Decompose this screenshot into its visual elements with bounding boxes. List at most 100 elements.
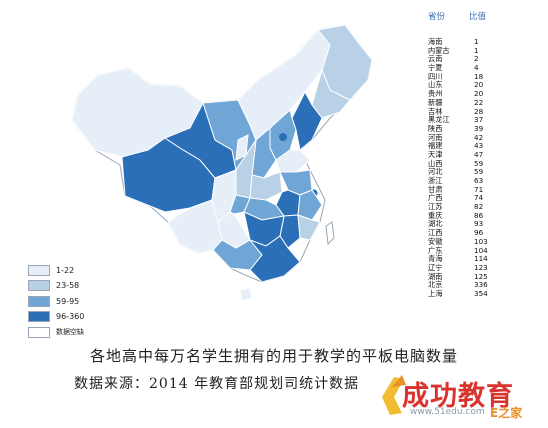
ratio-cell: 93 xyxy=(474,219,484,229)
ratio-cell: 4 xyxy=(474,63,479,73)
table-row: 新疆 22 xyxy=(428,97,518,108)
province-cell: 海南 xyxy=(428,37,443,46)
province-cell: 山东 xyxy=(428,80,443,90)
table-header: 省份 比值 xyxy=(428,10,518,22)
ratio-cell: 28 xyxy=(474,106,484,116)
province-cell: 吉林 xyxy=(428,106,443,116)
legend-item: 23-58 xyxy=(28,279,114,293)
table-row: 山东 20 xyxy=(428,81,518,90)
region-heilongjiang xyxy=(317,24,373,101)
province-cell: 湖南 xyxy=(428,271,443,281)
province-cell: 福建 xyxy=(428,141,443,151)
province-cell: 辽宁 xyxy=(428,262,443,272)
column-header-ratio: 比值 xyxy=(469,12,487,22)
ratio-cell: 42 xyxy=(474,132,484,142)
legend-item: 59-95 xyxy=(28,294,114,308)
legend-label: 96-360 xyxy=(56,312,85,321)
table-row: 青海 114 xyxy=(428,254,518,264)
table-row: 湖北 93 xyxy=(428,220,518,229)
ratio-cell: 354 xyxy=(474,288,488,298)
table-row: 黑龙江 37 xyxy=(428,115,518,125)
legend-item: 1-22 xyxy=(28,263,114,277)
province-cell: 安徽 xyxy=(428,236,443,246)
table-body: 海南 1 内蒙古 1 云南 2 宁夏 4 四川 18 山东 20 贵州 20 新疆 22 吉林 28 黑龙江 37 陕西… xyxy=(428,37,518,299)
table-row: 天津 47 xyxy=(428,149,518,160)
ratio-cell: 22 xyxy=(474,97,484,107)
column-header-province: 省份 xyxy=(428,12,446,22)
region-guangdong xyxy=(248,235,301,283)
legend-swatch xyxy=(28,295,50,307)
ratio-cell: 1 xyxy=(474,37,479,46)
watermark-url: www.51edu.com xyxy=(410,407,485,417)
region-hainan xyxy=(239,287,253,302)
region-beijing xyxy=(279,133,287,141)
ratio-cell: 2 xyxy=(474,54,479,64)
province-cell: 北京 xyxy=(428,280,443,290)
map-legend: 1-22 23-58 59-95 96-360 数据空缺 xyxy=(28,263,114,341)
province-cell: 河北 xyxy=(428,167,443,177)
table-row: 北京 336 xyxy=(428,281,518,290)
province-cell: 江西 xyxy=(428,228,443,238)
ratio-cell: 125 xyxy=(474,271,488,281)
table-row: 宁夏 4 xyxy=(428,63,518,73)
table-row: 贵州 20 xyxy=(428,89,518,99)
ratio-cell: 47 xyxy=(474,149,484,159)
table-row: 安徽 103 xyxy=(428,236,518,247)
province-cell: 贵州 xyxy=(428,89,443,99)
legend-swatch xyxy=(28,280,50,291)
province-cell: 浙江 xyxy=(428,176,443,185)
table-row: 海南 1 xyxy=(428,37,518,47)
table-row: 河南 42 xyxy=(428,132,518,143)
table-row: 甘肃 71 xyxy=(428,184,518,195)
ratio-cell: 123 xyxy=(474,262,488,272)
table-row: 湖南 125 xyxy=(428,271,518,282)
ratio-cell: 59 xyxy=(474,167,484,177)
legend-swatch xyxy=(28,326,50,338)
ratio-cell: 86 xyxy=(474,210,484,220)
table-row: 广西 74 xyxy=(428,194,518,203)
caption-title: 各地高中每万名学生拥有的用于教学的平板电脑数量 xyxy=(89,347,458,365)
province-cell: 新疆 xyxy=(428,97,443,107)
watermark-logo-icon xyxy=(382,375,406,415)
province-cell: 云南 xyxy=(428,54,443,64)
ratio-cell: 336 xyxy=(474,280,488,290)
province-ratio-table: 省份 比值 海南 1 内蒙古 1 云南 2 宁夏 4 四川 18 山东 20 贵州 20 新疆 22 吉林 28 黑… xyxy=(428,10,518,299)
ratio-cell: 20 xyxy=(474,80,484,90)
province-cell: 天津 xyxy=(428,149,443,159)
region-zhejiang xyxy=(297,189,323,221)
table-row: 广东 104 xyxy=(428,246,518,256)
province-cell: 四川 xyxy=(428,71,443,81)
region-henan xyxy=(249,171,283,201)
region-taiwan xyxy=(325,221,335,246)
province-cell: 江苏 xyxy=(428,202,443,212)
watermark-text: 成功教育 xyxy=(402,381,514,412)
caption-source: 数据来源：2014 年教育部规划司统计数据 xyxy=(74,376,360,392)
ratio-cell: 18 xyxy=(474,71,484,81)
ratio-cell: 96 xyxy=(474,228,484,238)
province-cell: 黑龙江 xyxy=(428,115,450,125)
table-row: 江苏 82 xyxy=(428,202,518,212)
province-cell: 内蒙古 xyxy=(428,45,450,55)
region-inner-mongolia xyxy=(237,29,331,141)
region-ningxia xyxy=(235,134,249,161)
ratio-cell: 71 xyxy=(474,184,484,194)
ratio-cell: 103 xyxy=(474,236,488,246)
legend-item: 数据空缺 xyxy=(28,325,114,339)
ratio-cell: 82 xyxy=(474,202,484,212)
table-row: 福建 43 xyxy=(428,142,518,151)
ratio-cell: 74 xyxy=(474,193,484,203)
ratio-cell: 39 xyxy=(474,123,484,133)
table-row: 陕西 39 xyxy=(428,123,518,134)
table-row: 浙江 63 xyxy=(428,176,518,186)
region-fujian xyxy=(297,214,321,241)
legend-label: 23-58 xyxy=(56,281,80,290)
legend-item: 96-360 xyxy=(28,310,114,324)
table-row: 四川 18 xyxy=(428,71,518,82)
watermark-badge: E之家 xyxy=(490,406,523,420)
province-cell: 青海 xyxy=(428,254,443,264)
table-row: 重庆 86 xyxy=(428,210,518,221)
province-cell: 重庆 xyxy=(428,210,443,220)
province-cell: 湖北 xyxy=(428,219,443,229)
legend-swatch xyxy=(28,311,50,322)
